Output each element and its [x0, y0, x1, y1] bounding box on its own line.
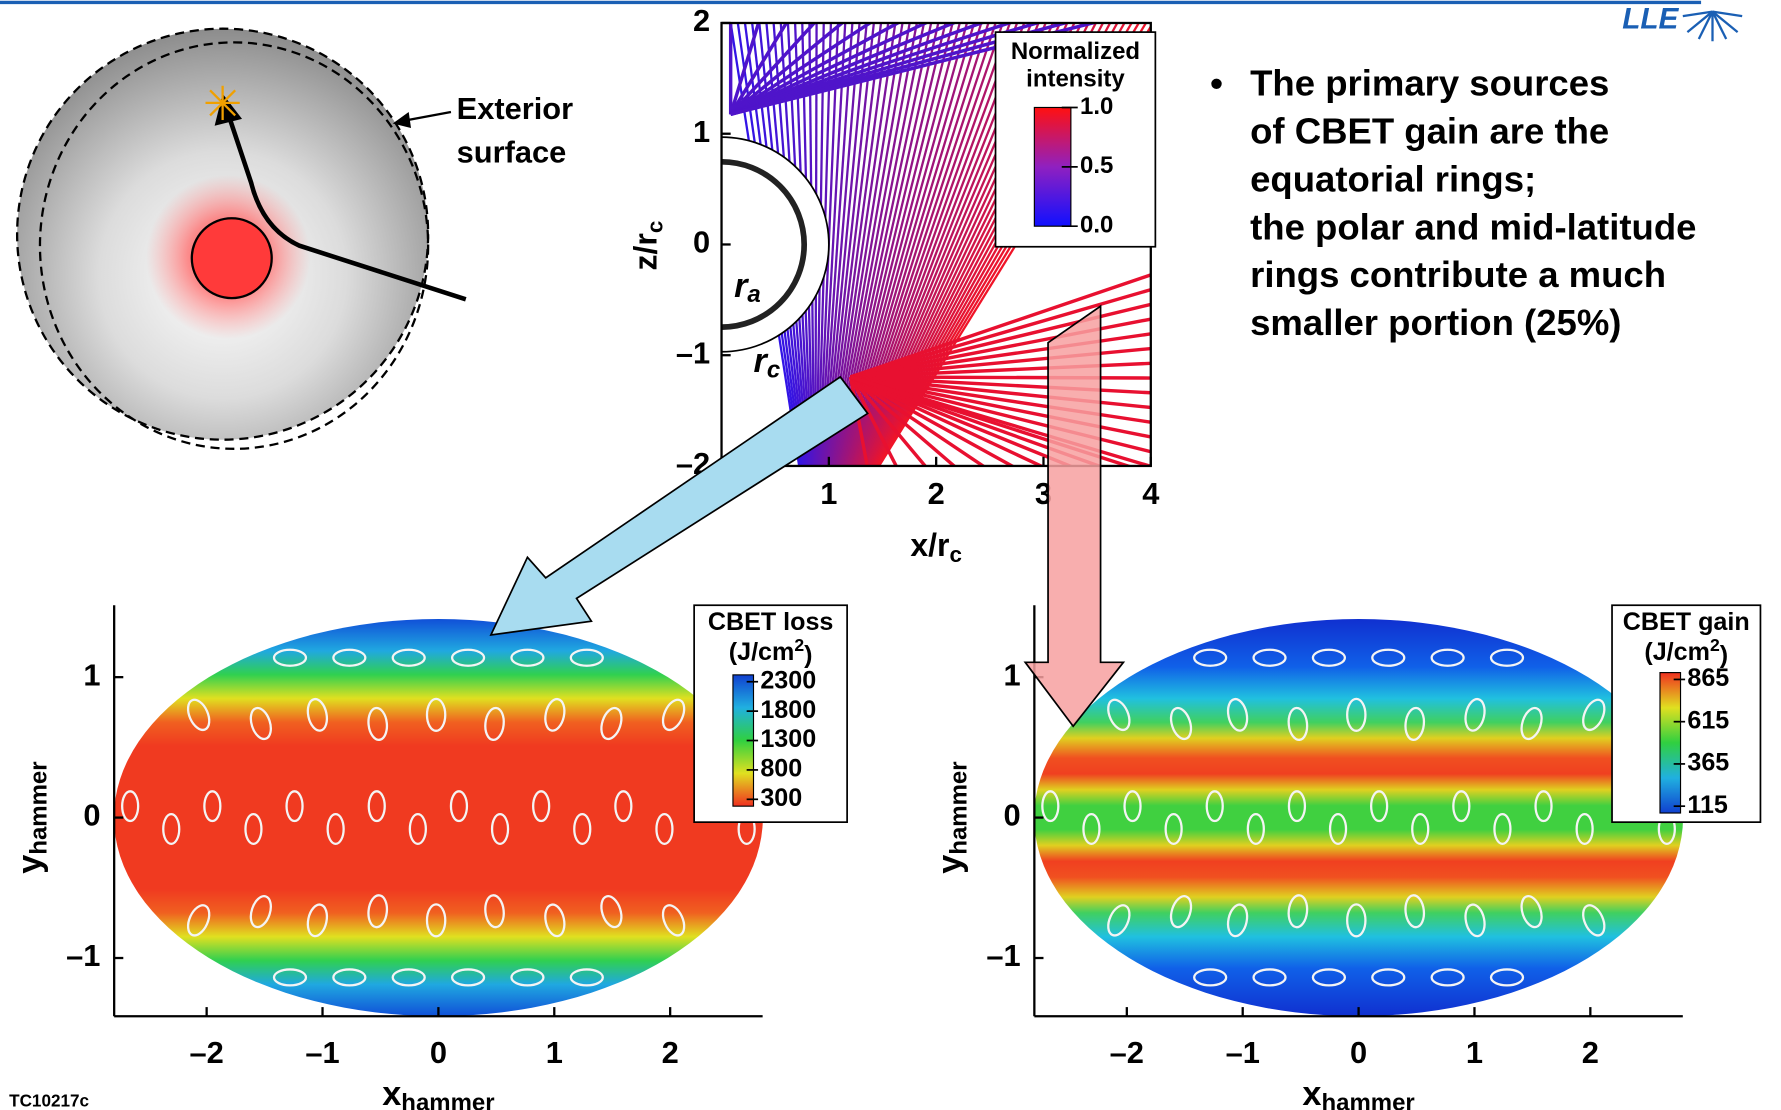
- x-axis-label-main: x: [382, 1075, 401, 1110]
- y-tick-label: 0: [1004, 798, 1021, 833]
- colorbar-unit-main: (J/cm: [729, 638, 795, 666]
- x-tick-label: –2: [1110, 1035, 1144, 1070]
- sphere-diagram: Exterior surface: [17, 29, 573, 449]
- x-tick-label: –1: [305, 1035, 339, 1070]
- y-tick-label: –1: [66, 938, 100, 973]
- x-tick-label: 0: [430, 1035, 447, 1070]
- x-axis-label-sub: hammer: [401, 1090, 494, 1110]
- hammer-map: [114, 619, 763, 1016]
- bullet-line: The primary sources: [1250, 62, 1609, 103]
- y-tick-label: –1: [676, 335, 710, 370]
- x-axis-label-main: x: [1302, 1075, 1321, 1110]
- colorbar-tick-label: 1.0: [1080, 93, 1113, 120]
- colorbar-tick-label: 800: [760, 755, 802, 783]
- bullet-line: smaller portion (25%): [1250, 302, 1621, 343]
- y-tick-label: 0: [83, 798, 100, 833]
- x-tick-label: 1: [1466, 1035, 1483, 1070]
- x-tick-label: 4: [1142, 476, 1159, 511]
- sphere-label: Exterior: [457, 91, 573, 126]
- ra-label-sub: a: [747, 282, 760, 309]
- arrow-loss: [491, 377, 868, 635]
- colorbar-tick-label: 1800: [760, 696, 816, 724]
- sphere-label: surface: [457, 134, 567, 169]
- colorbar-tick-label: 1300: [760, 725, 816, 753]
- x-axis-label-sub: hammer: [1321, 1090, 1414, 1110]
- colorbar-unit-sup: 2: [794, 635, 804, 655]
- bullet-line: the polar and mid-latitude: [1250, 206, 1696, 247]
- y-axis-label-main: y: [931, 855, 969, 874]
- slide: LLE Exterior surface 01234–2–1012x/rcz/r…: [0, 0, 1781, 1110]
- y-tick-label: 0: [693, 225, 710, 260]
- colorbar-title: CBET loss: [708, 608, 834, 636]
- colorbar-tick-label: 365: [1687, 749, 1729, 777]
- logo: LLE: [1622, 3, 1679, 36]
- colorbar: [1660, 673, 1681, 813]
- x-tick-label: –1: [1226, 1035, 1260, 1070]
- colorbar-title: intensity: [1026, 65, 1125, 92]
- y-axis-label: yhammer: [931, 761, 973, 873]
- x-axis-label-sub: c: [949, 542, 961, 567]
- bullet-text: • The primary sources of CBET gain are th…: [1210, 62, 1696, 343]
- y-axis-label-sub: hammer: [946, 761, 973, 854]
- bullet-marker: •: [1210, 62, 1223, 103]
- page: LLE Exterior surface 01234–2–1012x/rcz/r…: [0, 0, 1781, 1110]
- y-axis-label-sub: c: [642, 221, 667, 233]
- colorbar-unit-sup: 2: [1710, 635, 1720, 655]
- y-axis-label-main: z/r: [628, 233, 664, 270]
- colorbar-title: CBET gain: [1623, 608, 1750, 636]
- y-axis-label-sub: hammer: [26, 761, 53, 854]
- y-axis-label-main: y: [11, 855, 49, 874]
- x-tick-label: 1: [820, 476, 837, 511]
- x-axis-label: xhammer: [382, 1075, 494, 1110]
- x-axis-label-main: x/r: [910, 528, 949, 564]
- y-tick-label: 2: [693, 3, 710, 38]
- colorbar-tick-label: 0.5: [1080, 152, 1113, 179]
- colorbar-tick-label: 300: [760, 784, 802, 812]
- colorbar-tick-label: 2300: [760, 666, 816, 694]
- x-tick-label: 0: [1350, 1035, 1367, 1070]
- y-axis-label: yhammer: [11, 761, 53, 873]
- colorbar-unit-main: (J/cm: [1644, 638, 1710, 666]
- colorbar-tick-label: 115: [1687, 791, 1728, 819]
- y-axis-label: z/rc: [628, 221, 667, 271]
- colorbar-tick-label: 615: [1687, 706, 1729, 734]
- y-tick-label: 1: [83, 657, 100, 692]
- y-tick-label: 1: [693, 114, 710, 149]
- hammer-map: [1034, 619, 1683, 1016]
- colorbar-unit-end: ): [804, 641, 812, 669]
- x-tick-label: 2: [662, 1035, 679, 1070]
- x-tick-label: 2: [928, 476, 945, 511]
- colorbar-tick-label: 0.0: [1080, 212, 1113, 239]
- logo-burst: [1683, 12, 1742, 42]
- footer-code: TC10217c: [9, 1091, 89, 1110]
- bullet-line: of CBET gain are the: [1250, 110, 1609, 151]
- rc-label: rc: [754, 342, 781, 384]
- hammer-plot: –2–1012–101xhammeryhammerCBET loss(J/cm2…: [11, 605, 847, 1110]
- rc-label-sub: c: [767, 357, 780, 384]
- bullet-line: rings contribute a much: [1250, 254, 1666, 295]
- x-tick-label: –2: [190, 1035, 224, 1070]
- x-axis-label: x/rc: [910, 528, 962, 567]
- y-tick-label: –1: [986, 938, 1020, 973]
- x-tick-label: 2: [1582, 1035, 1599, 1070]
- colorbar-tick-label: 865: [1687, 664, 1729, 692]
- x-axis-label: xhammer: [1302, 1075, 1414, 1110]
- x-tick-label: 1: [546, 1035, 563, 1070]
- colorbar-title: Normalized: [1011, 38, 1140, 65]
- bullet-line: equatorial rings;: [1250, 158, 1536, 199]
- y-tick-label: 1: [1004, 657, 1021, 692]
